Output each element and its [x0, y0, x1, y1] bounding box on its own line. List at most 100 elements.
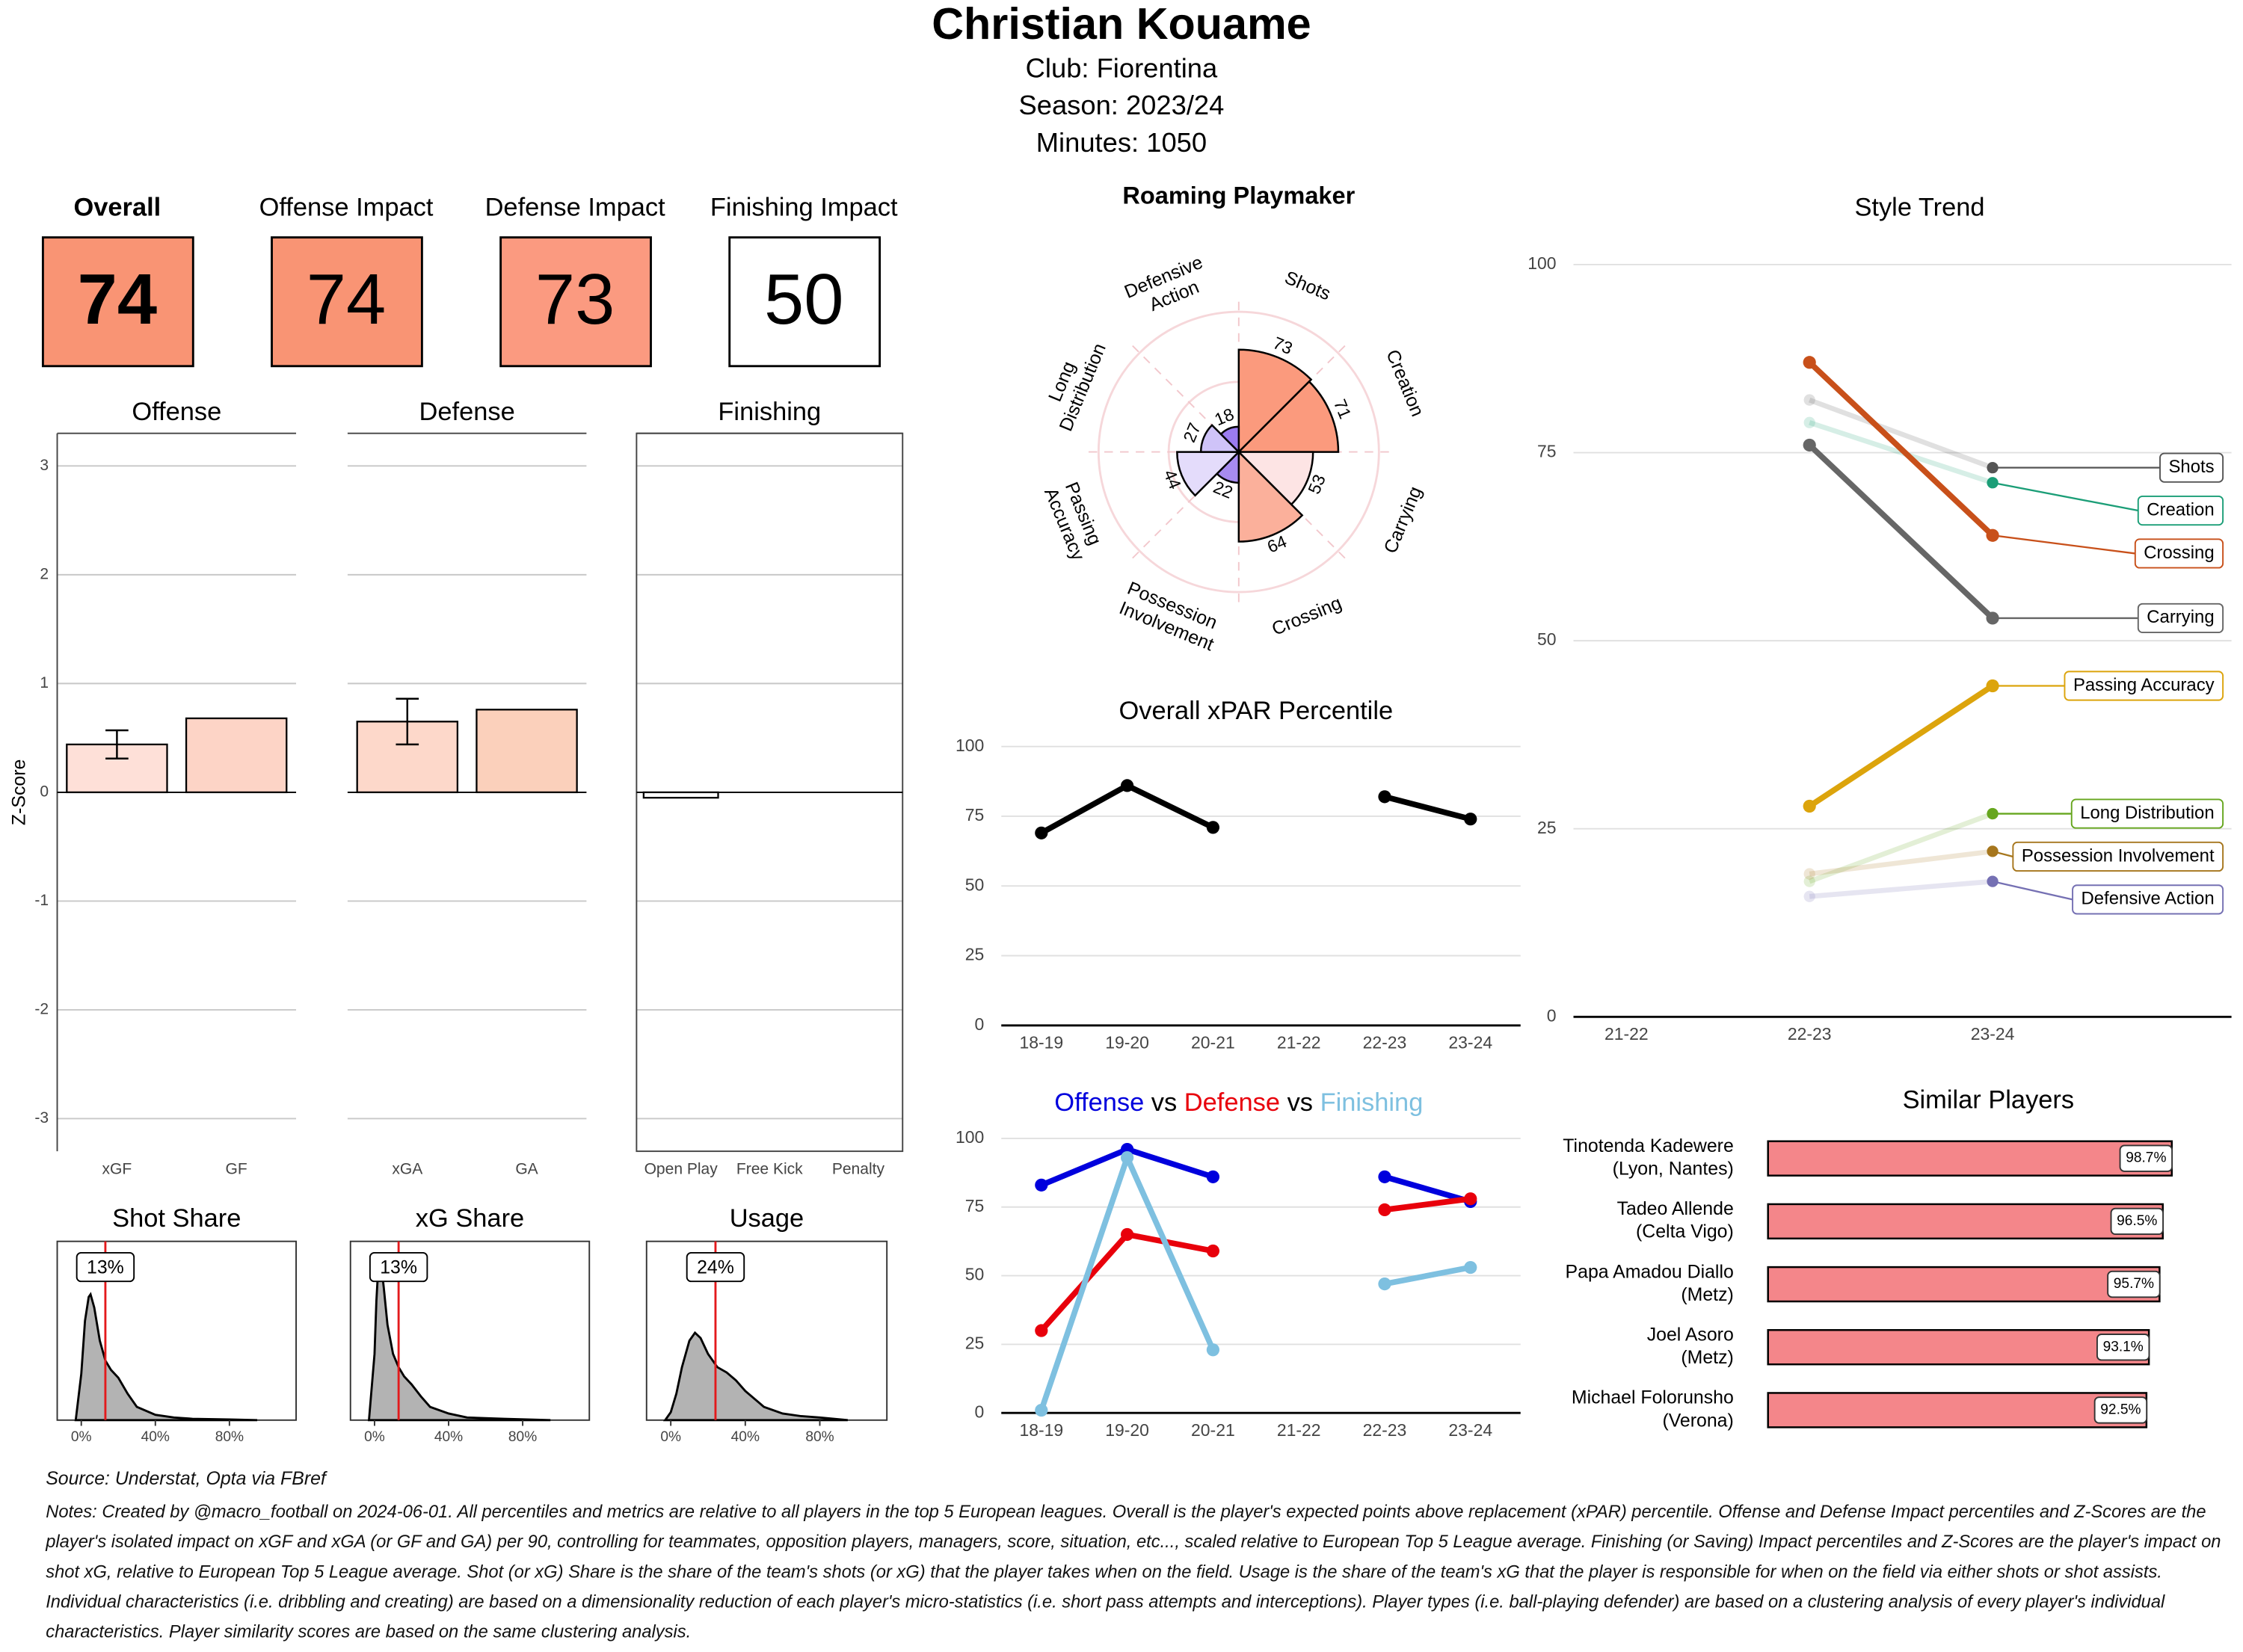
panel-title: Shot Share	[112, 1204, 241, 1233]
category-label: Carrying	[1380, 484, 1427, 557]
x-tick-label: 22-23	[1788, 1024, 1832, 1044]
x-tick-label: 0%	[660, 1429, 681, 1445]
chart-title: Offense vs Defense vs Finishing	[1054, 1088, 1423, 1117]
category-label: Passing Accuracy	[1041, 476, 1110, 564]
category-sublabel: (Verona)	[1662, 1410, 1733, 1431]
point	[1803, 356, 1816, 369]
density-area	[74, 1292, 258, 1422]
value-label-box	[2093, 1396, 2148, 1424]
chart-title: Roaming Playmaker	[1122, 182, 1355, 209]
y-tick-label: 0	[975, 1402, 985, 1421]
point	[1035, 826, 1048, 839]
x-tick-label: 20-21	[1191, 1033, 1235, 1052]
source: Source: Understat, Opta via FBref	[46, 1467, 326, 1489]
y-tick-label: 25	[965, 945, 985, 964]
x-tick-label: 19-20	[1105, 1033, 1149, 1052]
x-tick-label: 22-23	[1363, 1420, 1407, 1440]
legend-entry: Finishing	[1320, 1088, 1424, 1117]
value-label: 73	[1270, 333, 1296, 358]
y-tick-label: -2	[34, 1001, 49, 1018]
point	[1803, 890, 1815, 902]
kpi-label: Finishing Impact	[710, 193, 898, 221]
marker-label-box	[76, 1252, 135, 1283]
point	[1378, 1170, 1391, 1183]
grid-ring	[1097, 310, 1380, 594]
category-label: Creation	[1382, 347, 1428, 420]
kpi-box	[271, 236, 423, 368]
category-label: Tinotenda Kadewere	[1563, 1135, 1734, 1156]
y-tick-label: -1	[34, 892, 49, 909]
value-label: 18	[1212, 404, 1237, 430]
marker-label: 24%	[697, 1257, 734, 1278]
point	[1206, 1170, 1220, 1183]
point	[1035, 1403, 1048, 1417]
value-label: 96.5%	[2117, 1213, 2157, 1229]
legend-box	[2134, 538, 2224, 569]
category-sublabel: (Celta Vigo)	[1636, 1221, 1734, 1242]
category-label: Tadeo Allende	[1617, 1198, 1734, 1219]
category-label: Joel Asoro	[1647, 1324, 1734, 1345]
kpi-value: 74	[78, 259, 157, 339]
subtitle: Minutes: 1050	[1036, 127, 1207, 158]
y-tick-label: 75	[1537, 442, 1557, 461]
bar	[1767, 1392, 2148, 1428]
legend-box	[2064, 671, 2224, 701]
legend-entry: Crossing	[2144, 543, 2214, 563]
spoke	[1130, 344, 1240, 453]
x-tick-label: 22-23	[1363, 1033, 1407, 1052]
category-sublabel: (Metz)	[1681, 1347, 1733, 1368]
point	[1206, 1343, 1220, 1357]
y-tick-label: 1	[40, 674, 49, 691]
line	[1807, 360, 1995, 538]
x-tick-label: 18-19	[1019, 1420, 1063, 1440]
panel-title: Finishing	[718, 398, 821, 426]
x-tick-label: Open Play	[644, 1161, 719, 1178]
legend-entry: Possession Involvement	[2022, 845, 2215, 866]
bar	[1767, 1203, 2164, 1240]
line	[1039, 783, 1471, 836]
point	[1378, 790, 1391, 804]
value-label: 95.7%	[2114, 1276, 2154, 1292]
point	[1120, 1151, 1134, 1165]
y-tick-label: 2	[40, 565, 49, 582]
point	[1803, 799, 1816, 813]
legend-entry: Offense	[1054, 1088, 1144, 1117]
bar	[1767, 1266, 2161, 1303]
point	[1803, 416, 1815, 428]
category-label: Papa Amadou Diallo	[1566, 1261, 1734, 1282]
bar	[1767, 1329, 2150, 1366]
bar	[642, 791, 719, 799]
line	[1040, 1146, 1471, 1205]
error-bar	[105, 729, 129, 760]
x-tick-label: 20-21	[1191, 1420, 1235, 1440]
kpi-label: Defense Impact	[485, 193, 666, 221]
y-axis-label: Z-Score	[8, 759, 29, 825]
density-area	[662, 1331, 848, 1422]
kpi-value: 74	[307, 259, 386, 339]
x-tick-label: 0%	[364, 1429, 385, 1445]
point	[1803, 394, 1815, 406]
panel-title: xG Share	[416, 1204, 524, 1233]
subtitle: Season: 2023/24	[1019, 90, 1225, 120]
value-label: 27	[1179, 420, 1204, 446]
bar	[476, 709, 578, 794]
y-tick-label: 0	[40, 783, 49, 800]
kpi-value: 50	[764, 259, 843, 339]
kpi-box	[499, 236, 652, 368]
footer: Source: Understat, Opta via FBref Notes:…	[46, 1467, 2223, 1648]
category-label: Shots	[1282, 267, 1333, 304]
y-tick-label: 3	[40, 457, 49, 474]
line	[1807, 443, 1995, 620]
marker-label: 13%	[380, 1257, 417, 1278]
kpi-box	[728, 236, 881, 368]
x-tick-label: 40%	[434, 1429, 463, 1445]
value-label-box	[2119, 1144, 2173, 1172]
y-tick-label: 75	[965, 805, 985, 825]
category-sublabel: (Lyon, Nantes)	[1613, 1159, 1734, 1180]
title-joiner: vs	[1151, 1088, 1177, 1117]
y-tick-label: 50	[965, 875, 985, 894]
bar	[1767, 1140, 2173, 1177]
